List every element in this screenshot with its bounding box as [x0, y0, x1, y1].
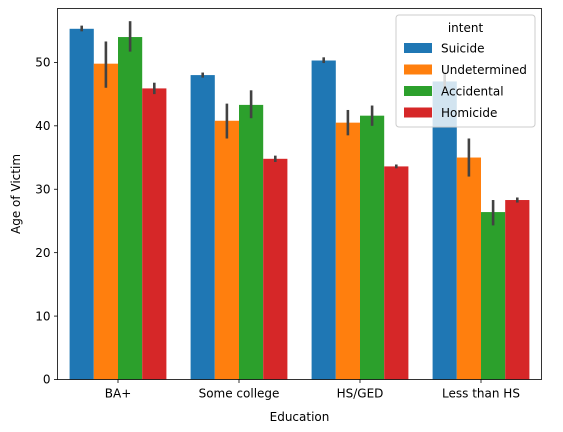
y-axis: 0 10 20 30 40 50 — [35, 56, 58, 387]
x-tick-label: Less than HS — [442, 387, 520, 401]
legend-swatch-suicide — [404, 43, 432, 53]
bar-accidental-0 — [118, 37, 143, 380]
bar-accidental-1 — [239, 104, 264, 380]
x-tick-label: BA+ — [105, 387, 132, 401]
legend-swatch-accidental — [404, 86, 432, 96]
y-tick-label: 20 — [35, 246, 50, 260]
bar-suicide-1 — [190, 75, 215, 380]
bar-suicide-2 — [311, 60, 336, 380]
y-axis-label: Age of Victim — [9, 154, 23, 234]
bar-homicide-1 — [263, 158, 288, 380]
legend: intent Suicide Undetermined Accidental Homic… — [395, 14, 536, 128]
plot-frame — [57, 8, 542, 380]
legend-swatch-homicide — [404, 107, 432, 118]
bar-homicide-2 — [384, 166, 409, 380]
legend-label-accidental: Accidental — [441, 85, 504, 99]
y-tick-label: 0 — [43, 373, 51, 387]
x-axis: BA+ Some college HS/GED Less than HS — [105, 379, 520, 401]
bar-undetermined-2 — [335, 122, 360, 380]
legend-label-undetermined: Undetermined — [441, 63, 527, 77]
bar-homicide-3 — [505, 200, 530, 380]
y-tick-label: 10 — [35, 309, 50, 323]
bar-homicide-0 — [142, 88, 167, 380]
bar-suicide-3 — [432, 81, 457, 380]
x-axis-label: Education — [270, 410, 330, 424]
x-tick-label: Some college — [199, 387, 280, 401]
bar-accidental-3 — [481, 212, 506, 380]
legend-label-homicide: Homicide — [441, 106, 497, 120]
x-tick-label: HS/GED — [337, 387, 384, 401]
legend-swatch-undetermined — [404, 64, 432, 75]
bar-suicide-0 — [69, 28, 94, 380]
error-bars-layer — [80, 21, 519, 226]
y-tick-label: 30 — [35, 182, 50, 196]
y-tick-label: 40 — [35, 119, 50, 133]
y-tick-label: 50 — [35, 56, 50, 70]
bar-undetermined-1 — [214, 120, 239, 380]
legend-label-suicide: Suicide — [441, 42, 485, 56]
legend-title: intent — [448, 21, 484, 35]
bars-layer — [69, 28, 530, 380]
bar-accidental-2 — [360, 115, 385, 380]
bar-undetermined-0 — [93, 63, 118, 380]
bar-undetermined-3 — [456, 157, 481, 380]
